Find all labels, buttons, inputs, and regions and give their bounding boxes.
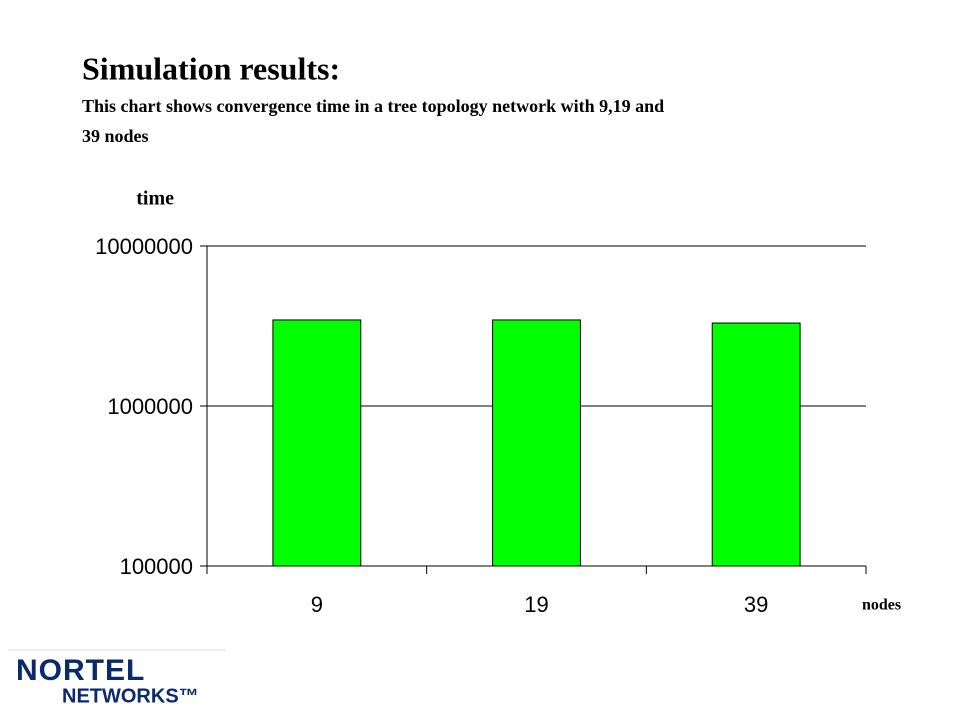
y-axis-label: time — [136, 188, 174, 210]
bar — [272, 319, 362, 567]
bar — [492, 319, 581, 567]
logo: NORTEL NETWORKS™ — [8, 649, 226, 707]
bar — [711, 322, 801, 567]
x-tick-label: 9 — [311, 592, 323, 617]
logo-text: NORTEL — [16, 654, 145, 687]
y-tick-label: 10000000 — [95, 234, 193, 259]
x-tick-label: 39 — [744, 592, 768, 617]
y-tick-label: 1000000 — [107, 394, 193, 419]
y-tick-label: 100000 — [120, 554, 193, 579]
logo-text: NETWORKS™ — [62, 685, 199, 707]
chart-title: Simulation results: — [82, 50, 340, 86]
x-tick-label: 19 — [524, 592, 548, 617]
subtitle: 39 nodes — [82, 126, 149, 146]
x-axis-label: nodes — [862, 597, 901, 614]
subtitle: This chart shows convergence time in a t… — [82, 96, 664, 116]
